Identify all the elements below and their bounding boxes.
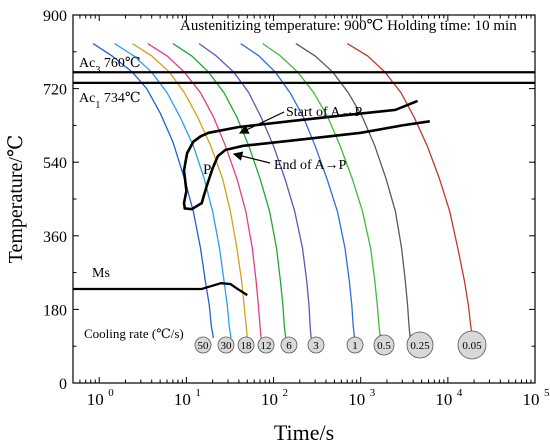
cooling-rate-value: 18 — [241, 340, 253, 352]
start-arrow — [238, 111, 285, 134]
x-tick-exponent: 0 — [108, 387, 114, 399]
ac1-label: Ac1 734℃ — [79, 91, 141, 111]
end-transformation-label: End of A→P — [274, 158, 347, 173]
y-tick-label: 900 — [43, 8, 67, 25]
x-tick-exponent: 1 — [195, 387, 201, 399]
cooling-curve-0.25 — [295, 43, 411, 339]
cooling-rate-value: 50 — [198, 340, 210, 352]
cooling-curves — [92, 43, 474, 339]
y-tick-label: 360 — [43, 229, 67, 246]
y-tick-label: 180 — [43, 302, 67, 319]
y-tick-label: 0 — [59, 376, 67, 393]
cooling-rate-marker-1 — [346, 336, 364, 354]
cooling-rate-value: 3 — [313, 340, 319, 352]
cooling-rate-value: 0.25 — [410, 340, 430, 352]
x-tick-exponent: 4 — [457, 387, 463, 399]
x-tick-exponent: 5 — [544, 387, 550, 399]
start-curve — [182, 99, 419, 191]
y-axis-label: Temperature/℃ — [5, 135, 27, 264]
cooling-rate-marker-18 — [237, 336, 255, 354]
chart-labels: Austenitizing temperature: 900℃ Holding … — [5, 8, 550, 445]
x-tick-exponent: 3 — [370, 387, 376, 399]
x-tick-label: 10 — [348, 390, 365, 409]
cooling-rate-marker-0.05 — [457, 330, 487, 360]
x-axis-label: Time/s — [274, 420, 334, 445]
x-tick-label: 10 — [523, 390, 540, 409]
cooling-rate-value: 30 — [221, 340, 233, 352]
cooling-rate-value: 1 — [352, 340, 358, 352]
cooling-rate-marker-3 — [307, 336, 325, 354]
pearlite-region-label: P — [203, 162, 211, 178]
transformation-overlay — [73, 71, 535, 297]
cooling-curve-3 — [198, 43, 312, 339]
end-arrow — [232, 151, 271, 164]
ms-label: Ms — [92, 266, 110, 281]
cooling-rate-marker-30 — [217, 336, 235, 354]
y-tick-label: 720 — [43, 82, 67, 99]
cooling-curve-18 — [132, 43, 248, 339]
cooling-rate-marker-50 — [194, 336, 212, 354]
cooling-curve-0.05 — [346, 43, 474, 339]
cooling-curve-30 — [114, 43, 232, 339]
chart-header: Austenitizing temperature: 900℃ Holding … — [180, 18, 517, 34]
cooling-rate-value: 6 — [286, 340, 292, 352]
start-transformation-label: Start of A→P — [286, 105, 362, 120]
cooling-rate-marker-0.5 — [373, 334, 395, 356]
cooling-curve-50 — [92, 43, 215, 339]
x-tick-label: 10 — [174, 390, 191, 409]
cooling-rate-value: 12 — [261, 340, 272, 352]
cooling-rate-marker-12 — [257, 336, 275, 354]
axes — [72, 14, 536, 384]
cooling-curve-0.5 — [262, 43, 381, 339]
cooling-rate-label: Cooling rate (℃/s) — [84, 326, 184, 341]
x-tick-label: 10 — [435, 390, 452, 409]
x-tick-label: 10 — [87, 390, 104, 409]
x-tick-exponent: 2 — [283, 387, 289, 399]
cooling-rate-marker-0.25 — [406, 331, 434, 359]
cooling-rate-value: 0.05 — [462, 340, 482, 352]
ms-line — [73, 282, 248, 297]
ac3-label: Ac3 760℃ — [79, 56, 141, 76]
cooling-rate-marker-6 — [280, 336, 298, 354]
cooling-curve-6 — [172, 43, 287, 339]
cooling-rate-value: 0.5 — [377, 340, 391, 352]
end-curve — [182, 120, 430, 211]
x-tick-label: 10 — [261, 390, 278, 409]
y-tick-label: 540 — [43, 155, 67, 172]
